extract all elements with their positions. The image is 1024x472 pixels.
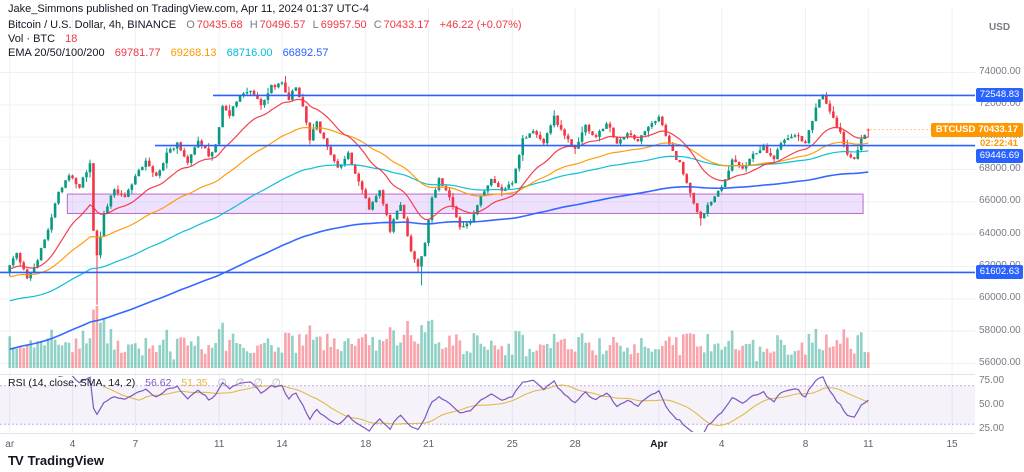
rsi-label[interactable]: RSI (14, close, SMA, 14, 2) [8,377,136,389]
price-line-label-lower: 61602.63 [976,265,1023,280]
time-axis-label: 25 [506,439,518,450]
price-line-label-resistance: 72548.83 [976,88,1023,103]
axis-label: 25.00 [979,423,1005,434]
candlestick-layer [8,76,870,305]
volume-legend: Vol · BTC 18 [8,33,77,46]
hidden-value-icons: ∅ ∅ ∅ ∅ [217,377,284,389]
bar-countdown: 02:22:41 [976,137,1022,149]
time-axis-label: 7 [132,439,139,450]
time-axis-label: 21 [422,439,435,450]
low-label: L [312,19,319,31]
close-label: C [373,19,382,31]
volume-layer [8,306,870,368]
high-label: H [249,19,258,31]
ema20-value: 69781.77 [114,47,161,59]
time-axis-label: 11 [863,439,874,450]
volume-label[interactable]: Vol · BTC [8,33,56,45]
axis-label: 68000.00 [979,163,1021,174]
time-axis-label: Apr [650,439,668,450]
tradingview-brand: TradingView [27,453,104,468]
time-axis-label: 4 [69,439,76,450]
change-value: +46.22 (+0.07%) [439,19,522,31]
grid-layer [0,8,975,433]
ema50-value: 69268.13 [170,47,217,59]
time-axis-label: 11 [213,439,225,450]
time-axis-label: 15 [946,439,958,450]
rsi-legend: RSI (14, close, SMA, 14, 2) 56.62 51.35 … [8,377,284,390]
time-axis[interactable]: ar 4 7 11 14 18 21 25 28 Apr 4 8 11 15 [0,434,975,454]
axis-label: 58000.00 [979,324,1021,336]
last-price-symbol: BTCUSD [935,123,976,135]
price-axis[interactable]: USD 74000.0072000.0070000.0068000.006600… [975,0,1024,472]
time-axis-label: 8 [802,439,809,450]
low-value: 69957.50 [320,19,367,31]
ema100-value: 68716.00 [226,47,273,59]
currency-label[interactable]: USD [988,22,1011,33]
close-value: 70433.17 [383,19,430,31]
tradingview-logo-icon[interactable]: TV [8,453,24,468]
axis-label: 72000.00 [979,98,1021,110]
symbol-legend: Bitcoin / U.S. Dollar, 4h, BINANCE O 7043… [8,19,522,32]
open-label: O [186,19,195,31]
supply-zone-rectangle[interactable] [66,193,864,214]
high-value: 70496.57 [259,19,306,31]
ema-legend: EMA 20/50/100/200 69781.77 69268.13 6871… [8,47,328,60]
time-axis-label: 28 [569,439,581,450]
price-line-label-support: 69446.69 [976,148,1023,163]
ema-lines-layer [9,98,869,350]
time-axis-label: ar [5,439,15,450]
time-axis-label: 14 [276,439,288,450]
last-price-value: 70433.17 [978,123,1018,135]
axis-label: 50.00 [979,399,1005,410]
open-value: 70435.68 [196,19,243,31]
time-axis-label: 18 [360,439,372,450]
rsi-value: 56.62 [145,377,172,389]
symbol-title[interactable]: Bitcoin / U.S. Dollar, 4h, BINANCE [8,19,177,31]
rsi-layer [58,376,869,432]
attribution: Jake_Simmons published on TradingView.co… [8,3,369,15]
volume-value: 18 [65,33,78,45]
axis-label: 66000.00 [979,195,1021,207]
time-axis-label: 4 [718,439,725,450]
tradingview-footer[interactable]: TV TradingView [8,453,104,468]
axis-label: 56000.00 [979,357,1021,368]
ema200-value: 66892.57 [282,47,329,59]
axis-label: 75.00 [979,375,1005,386]
axis-label: 64000.00 [979,227,1021,239]
axis-label: 60000.00 [979,292,1021,304]
ema-label[interactable]: EMA 20/50/100/200 [8,47,105,59]
rsi-ma-value: 51.35 [181,377,208,389]
last-price-label: BTCUSD 70433.17 [930,122,1023,137]
axis-label: 74000.00 [979,66,1021,77]
